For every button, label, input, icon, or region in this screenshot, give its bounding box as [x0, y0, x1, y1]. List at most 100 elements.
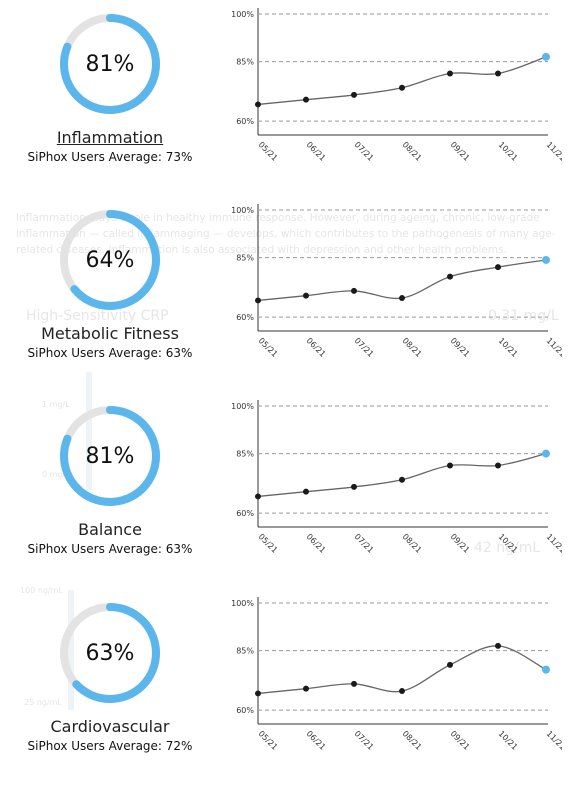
- y-tick-label: 85%: [236, 254, 254, 263]
- ring-progress-arc: [60, 14, 160, 114]
- series-line: [257, 645, 547, 695]
- data-point: [351, 287, 357, 294]
- y-tick-label: 85%: [236, 450, 254, 459]
- score-ring: 81%: [58, 404, 162, 508]
- y-tick-label: 100%: [231, 599, 254, 608]
- score-percent: 63%: [85, 640, 135, 666]
- series-line: [257, 56, 547, 106]
- data-point: [255, 101, 261, 108]
- x-tick-label: 10/21: [497, 336, 520, 359]
- data-point: [447, 462, 453, 469]
- score-ring-graphic: [60, 406, 160, 506]
- data-point: [351, 483, 357, 490]
- background-scale2-bar: [68, 590, 74, 710]
- users-average-label: SiPhox Users Average: 63%: [27, 346, 193, 360]
- y-tick-label: 60%: [236, 313, 254, 322]
- x-tick-label: 07/21: [353, 729, 376, 752]
- metric-title: Balance: [78, 520, 142, 539]
- x-tick-label: 08/21: [401, 532, 424, 555]
- series-line: [257, 452, 547, 498]
- x-tick-label: 09/21: [449, 336, 472, 359]
- latest-data-point: [542, 449, 550, 458]
- metric-section-metabolic-fitness[interactable]: 64% Metabolic Fitness SiPhox Users Avera…: [0, 196, 575, 392]
- x-tick-label: 11/21: [545, 532, 562, 555]
- x-tick-label: 07/21: [353, 336, 376, 359]
- background-scale-bar: [86, 372, 92, 490]
- data-point: [399, 476, 405, 483]
- x-tick-label: 08/21: [401, 729, 424, 752]
- data-point: [303, 292, 309, 299]
- score-percent: 81%: [85, 51, 135, 77]
- y-tick-label: 100%: [231, 206, 254, 215]
- score-ring-graphic: [60, 210, 160, 310]
- data-point: [447, 661, 453, 668]
- data-point: [399, 84, 405, 91]
- data-point: [303, 685, 309, 692]
- x-tick-label: 10/21: [497, 729, 520, 752]
- data-point: [447, 70, 453, 77]
- x-tick-label: 05/21: [257, 140, 280, 163]
- y-tick-label: 85%: [236, 647, 254, 656]
- score-percent: 64%: [85, 247, 135, 273]
- x-tick-label: 09/21: [449, 532, 472, 555]
- data-point: [303, 488, 309, 495]
- data-point: [495, 642, 501, 649]
- latest-data-point: [542, 665, 550, 674]
- score-ring: 81%: [58, 12, 162, 116]
- y-tick-label: 85%: [236, 58, 254, 67]
- x-tick-label: 07/21: [353, 532, 376, 555]
- ring-progress-arc: [60, 210, 160, 310]
- score-ring-graphic: [60, 14, 160, 114]
- y-tick-label: 60%: [236, 706, 254, 715]
- y-tick-label: 60%: [236, 117, 254, 126]
- latest-data-point: [542, 52, 550, 61]
- score-ring-graphic: [60, 603, 160, 703]
- ring-progress-arc: [60, 603, 160, 703]
- x-tick-label: 11/21: [545, 336, 562, 359]
- x-tick-label: 07/21: [353, 140, 376, 163]
- data-point: [351, 91, 357, 98]
- metric-section-inflammation[interactable]: 81% Inflammation SiPhox Users Average: 7…: [0, 0, 575, 196]
- x-tick-label: 05/21: [257, 336, 280, 359]
- data-point: [495, 264, 501, 271]
- users-average-label: SiPhox Users Average: 73%: [27, 150, 193, 164]
- x-tick-label: 09/21: [449, 140, 472, 163]
- score-ring: 64%: [58, 208, 162, 312]
- series-line: [257, 259, 547, 302]
- score-percent: 81%: [85, 443, 135, 469]
- y-tick-label: 100%: [231, 402, 254, 411]
- metric-section-balance[interactable]: 81% Balance SiPhox Users Average: 63% 60…: [0, 392, 575, 588]
- x-tick-label: 10/21: [497, 532, 520, 555]
- data-point: [255, 690, 261, 697]
- x-tick-label: 11/21: [545, 729, 562, 752]
- x-tick-label: 11/21: [545, 140, 562, 163]
- x-tick-label: 09/21: [449, 729, 472, 752]
- x-tick-label: 05/21: [257, 729, 280, 752]
- trend-chart: 60% 85% 100% 05/21 06/21 07/21 08/21 09/21 10/21…: [231, 8, 562, 163]
- metric-section-cardiovascular[interactable]: 63% Cardiovascular SiPhox Users Average:…: [0, 589, 575, 785]
- x-tick-label: 06/21: [305, 336, 328, 359]
- data-point: [399, 688, 405, 695]
- metric-title: Metabolic Fitness: [41, 324, 179, 343]
- x-tick-label: 05/21: [257, 532, 280, 555]
- data-point: [447, 273, 453, 280]
- users-average-label: SiPhox Users Average: 72%: [27, 739, 193, 753]
- x-tick-label: 10/21: [497, 140, 520, 163]
- data-point: [495, 462, 501, 469]
- latest-data-point: [542, 255, 550, 264]
- users-average-label: SiPhox Users Average: 63%: [27, 542, 193, 556]
- data-point: [495, 70, 501, 77]
- trend-chart: 60% 85% 100% 05/21 06/21 07/21 08/21 09/21 10/21…: [231, 204, 562, 359]
- y-tick-label: 60%: [236, 509, 254, 518]
- data-point: [399, 295, 405, 302]
- metric-title-link[interactable]: Inflammation: [56, 128, 164, 147]
- x-tick-label: 08/21: [401, 336, 424, 359]
- metric-title: Cardiovascular: [50, 717, 170, 736]
- trend-chart: 60% 85% 100% 05/21 06/21 07/21 08/21 09/21 10/21…: [231, 597, 562, 752]
- ring-progress-arc: [60, 406, 160, 506]
- data-point: [351, 680, 357, 687]
- data-point: [255, 297, 261, 304]
- x-tick-label: 06/21: [305, 532, 328, 555]
- x-tick-label: 06/21: [305, 140, 328, 163]
- data-point: [303, 96, 309, 103]
